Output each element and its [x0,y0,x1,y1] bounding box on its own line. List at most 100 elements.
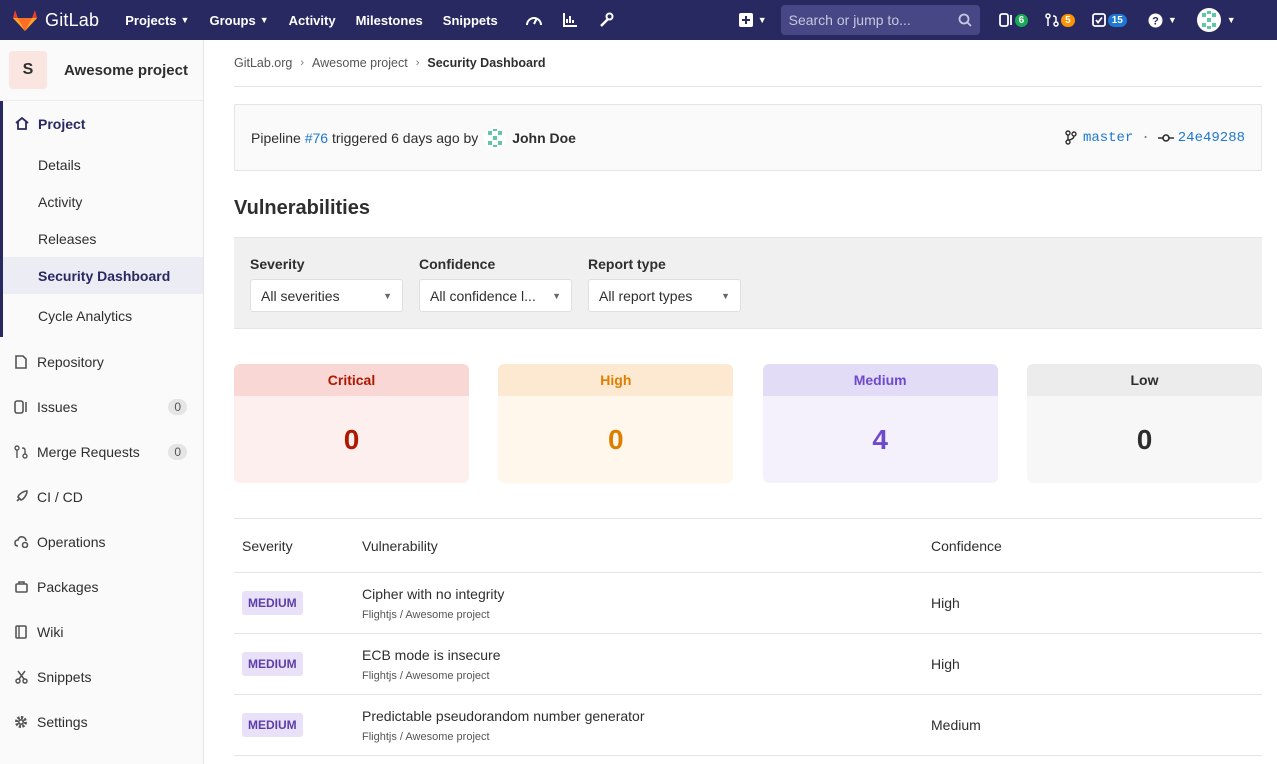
vulnerability-title[interactable]: Predictable pseudorandom number generato… [362,707,645,724]
card-label: Medium [762,364,998,396]
project-sidebar: S Awesome project Project Details Activi… [0,40,204,764]
table-row[interactable]: MEDIUM ECB mode is insecure Flightjs / Aw… [234,634,1262,695]
search-input[interactable]: Search or jump to... [780,5,980,35]
merge-requests-counter[interactable]: 5 [1045,13,1075,27]
severity-badge: MEDIUM [242,713,303,737]
search-icon [958,13,972,27]
sidebar-subitem-details[interactable]: Details [38,156,81,173]
sidebar-item-label: Repository [37,353,104,370]
confidence-value: Medium [931,717,981,733]
pipeline-author[interactable]: John Doe [512,129,576,146]
confidence-dropdown[interactable]: All confidence l... ▼ [419,279,572,312]
main-content: GitLab.org › Awesome project › Security … [234,40,1262,756]
report-type-filter: Report type All report types ▼ [588,256,741,328]
nav-snippets[interactable]: Snippets [443,13,498,28]
confidence-filter: Confidence All confidence l... ▼ [419,256,572,328]
breadcrumb-current[interactable]: Security Dashboard [427,56,546,70]
nav-projects[interactable]: Projects ▼ [125,13,189,28]
nav-milestones[interactable]: Milestones [356,13,423,28]
card-label: High [498,364,734,396]
sidebar-item-label: Settings [37,713,88,730]
project-avatar: S [9,51,47,89]
sidebar-item-issues[interactable]: Issues 0 [0,384,203,429]
issues-count: 0 [168,398,187,415]
breadcrumb-project[interactable]: Awesome project [312,56,408,70]
user-menu[interactable]: ▼ [1196,8,1236,32]
vulnerability-project: Flightjs / Awesome project [362,669,490,682]
question-circle-icon: ? [1148,13,1163,27]
cloud-gear-icon [13,535,29,548]
help-menu[interactable]: ? ▼ [1148,13,1177,28]
table-row[interactable]: MEDIUM Cipher with no integrity Flightjs … [234,573,1262,634]
count-card-low: Low 0 [1026,364,1262,483]
nav-milestones-label: Milestones [355,12,423,28]
column-header-vulnerability: Vulnerability [362,537,438,554]
sidebar-item-settings[interactable]: Settings [0,699,203,744]
count-card-critical: Critical 0 [234,364,469,483]
mr-count-badge: 5 [1061,13,1075,27]
vulnerability-project: Flightjs / Awesome project [362,608,490,621]
package-icon [13,580,29,593]
branch-icon [1065,130,1077,145]
sidebar-item-packages[interactable]: Packages [0,564,203,609]
dashboard-gauge-icon[interactable] [516,12,552,28]
project-name: Awesome project [64,61,188,79]
top-navbar: GitLab Projects ▼ Groups ▼ Activity Milest… [0,0,1277,40]
filter-label: Report type [588,256,666,272]
table-header: Severity Vulnerability Confidence [234,519,1262,573]
sidebar-subitem-releases[interactable]: Releases [38,230,97,247]
branch-link[interactable]: master [1082,129,1134,146]
report-type-dropdown[interactable]: All report types ▼ [588,279,741,312]
sidebar-item-label: Issues [37,398,78,415]
nav-activity[interactable]: Activity [289,13,336,28]
chart-icon[interactable] [552,12,588,28]
brand-name: GitLab [45,9,100,30]
severity-dropdown[interactable]: All severities ▼ [250,279,403,312]
severity-filter: Severity All severities ▼ [250,256,403,328]
scissors-icon [13,670,29,684]
merge-request-icon [1045,13,1059,27]
vulnerability-title[interactable]: ECB mode is insecure [362,646,501,663]
issues-icon [998,13,1012,27]
chevron-down-icon: ▼ [1167,15,1177,25]
user-avatar [1196,8,1221,32]
sidebar-project-header[interactable]: S Awesome project [0,40,203,101]
sidebar-item-label: CI / CD [37,488,83,505]
severity-counts: Critical 0 High 0 Medium 4 Low 0 [234,364,1262,483]
sidebar-item-wiki[interactable]: Wiki [0,609,203,654]
issues-count-badge: 6 [1014,13,1029,27]
gitlab-logo[interactable]: GitLab [12,8,99,32]
sidebar-item-operations[interactable]: Operations [0,519,203,564]
sidebar-item-snippets[interactable]: Snippets [0,654,203,699]
nav-groups-label: Groups [209,12,256,28]
table-row[interactable]: MEDIUM Predictable pseudorandom number g… [234,695,1262,756]
todos-counter[interactable]: 15 [1091,13,1127,27]
new-item-button[interactable]: ▼ [738,13,767,27]
search-placeholder: Search or jump to... [788,12,911,28]
issues-counter[interactable]: 6 [998,13,1029,27]
wrench-icon[interactable] [588,12,624,28]
confidence-value: High [931,656,960,672]
card-value: 0 [234,396,469,483]
merge-requests-count: 0 [168,443,187,460]
sidebar-item-repository[interactable]: Repository [0,339,203,384]
sidebar-subitem-activity[interactable]: Activity [38,193,83,210]
pipeline-link[interactable]: #76 [304,129,329,146]
sidebar-item-project[interactable]: Project [3,101,203,146]
filters-bar: Severity All severities ▼ Confidence All … [234,237,1262,329]
nav-activity-label: Activity [288,12,336,28]
chevron-down-icon: ▼ [552,290,561,301]
breadcrumb-group[interactable]: GitLab.org [234,56,293,70]
todos-count-badge: 15 [1107,13,1127,27]
vulnerability-title[interactable]: Cipher with no integrity [362,585,505,602]
sidebar-item-merge-requests[interactable]: Merge Requests 0 [0,429,203,474]
vulnerabilities-table: Severity Vulnerability Confidence MEDIUM… [234,518,1262,756]
sidebar-subitem-security-dashboard[interactable]: Security Dashboard [3,257,203,294]
sidebar-subitem-cycle-analytics[interactable]: Cycle Analytics [38,307,133,324]
commit-link[interactable]: 24e49288 [1177,129,1245,146]
sidebar-item-ci-cd[interactable]: CI / CD [0,474,203,519]
nav-groups[interactable]: Groups ▼ [209,13,268,28]
sidebar-item-label: Packages [37,578,99,595]
card-label: Critical [234,364,469,396]
vulnerabilities-heading: Vulnerabilities [234,197,370,219]
